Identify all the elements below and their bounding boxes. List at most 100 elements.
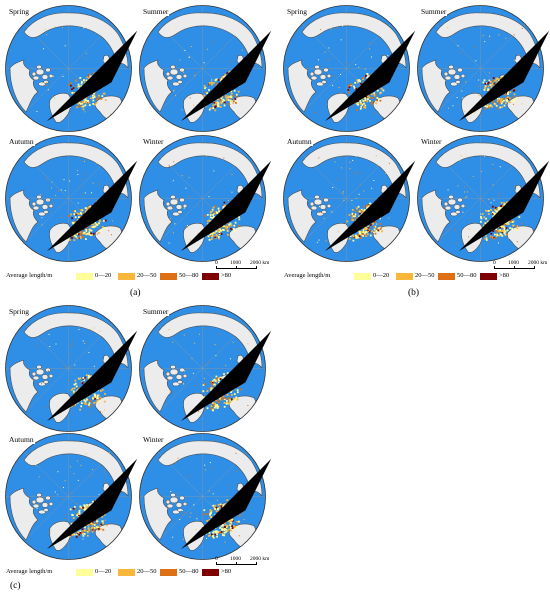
track-cell xyxy=(364,104,367,107)
track-cell xyxy=(212,388,214,390)
track-cell xyxy=(35,325,37,327)
track-cell xyxy=(215,530,217,533)
panel-b: Spring Summer Autumn Winter Average leng… xyxy=(282,4,550,302)
track-cell xyxy=(379,92,381,95)
track-cell xyxy=(91,520,94,523)
track-cell xyxy=(211,83,213,86)
legend-swatch xyxy=(354,273,371,280)
legend-title: Average length/m xyxy=(284,272,331,279)
track-cell xyxy=(104,481,106,483)
track-cell xyxy=(220,229,222,232)
track-cell xyxy=(474,111,476,113)
track-cell xyxy=(512,95,515,98)
track-cell xyxy=(70,84,72,87)
track-cell xyxy=(315,217,317,219)
track-cell xyxy=(225,95,227,97)
track-cell xyxy=(482,95,484,97)
track-cell xyxy=(483,216,486,219)
track-cell xyxy=(325,240,327,242)
track-cell xyxy=(209,509,212,511)
track-cell xyxy=(509,91,512,94)
track-cell xyxy=(92,94,94,97)
track-cell xyxy=(496,81,499,83)
track-cell xyxy=(57,191,59,193)
track-cell xyxy=(76,531,79,534)
track-cell xyxy=(73,404,76,407)
track-cell xyxy=(99,330,101,332)
track-cell xyxy=(217,507,220,510)
track-cell xyxy=(168,165,170,167)
track-cell xyxy=(454,229,456,231)
track-cell xyxy=(77,103,80,105)
track-cell xyxy=(247,343,249,345)
track-cell xyxy=(183,207,185,209)
track-cell xyxy=(92,232,95,235)
track-cell xyxy=(219,527,222,529)
track-cell xyxy=(490,202,492,204)
track-cell xyxy=(221,529,224,531)
track-cell xyxy=(489,84,492,86)
track-cell xyxy=(513,93,516,96)
track-cell xyxy=(356,103,358,105)
track-cell xyxy=(331,211,333,213)
land xyxy=(166,75,174,81)
track-cell xyxy=(100,390,102,392)
track-cell xyxy=(226,394,229,396)
track-cell xyxy=(84,401,87,404)
track-cell xyxy=(168,242,170,244)
track-cell xyxy=(358,79,361,81)
track-cell xyxy=(96,98,99,101)
north-arrow-icon xyxy=(168,305,272,422)
track-cell xyxy=(79,77,82,79)
track-cell xyxy=(488,72,490,74)
track-cell xyxy=(232,102,234,104)
track-cell xyxy=(225,401,228,404)
track-cell xyxy=(356,109,358,111)
track-cell xyxy=(319,206,320,208)
track-cell xyxy=(225,364,227,366)
track-cell xyxy=(86,534,89,537)
track-cell xyxy=(230,224,233,227)
track-cell xyxy=(73,210,75,212)
track-cell xyxy=(514,98,516,100)
track-cell xyxy=(72,517,75,519)
track-cell xyxy=(88,352,90,353)
track-cell xyxy=(215,78,217,81)
track-cell xyxy=(213,378,216,381)
land xyxy=(9,359,39,413)
track-cell xyxy=(482,225,485,227)
land xyxy=(9,59,39,113)
track-cell xyxy=(64,480,66,482)
track-cell xyxy=(104,99,107,101)
track-cell xyxy=(214,402,216,405)
track-cell xyxy=(87,527,90,530)
track-cell xyxy=(235,527,238,529)
track-cell xyxy=(496,97,499,100)
track-cell xyxy=(86,76,89,79)
track-cell xyxy=(503,227,506,229)
track-cell xyxy=(217,79,220,81)
track-cell xyxy=(496,235,498,237)
track-cell xyxy=(88,377,90,380)
track-cell xyxy=(500,102,503,105)
track-cell xyxy=(84,82,86,84)
track-cell xyxy=(72,235,75,238)
track-cell xyxy=(456,97,458,98)
track-cell xyxy=(80,233,83,235)
land xyxy=(45,367,51,373)
track-cell xyxy=(215,233,218,236)
track-cell xyxy=(464,186,465,188)
track-cell xyxy=(212,401,215,404)
track-cell xyxy=(506,92,508,95)
legend-label: >80 xyxy=(499,272,510,279)
land xyxy=(443,71,449,77)
track-cell xyxy=(206,538,207,539)
track-cell xyxy=(63,179,65,181)
land xyxy=(31,371,37,377)
track-cell xyxy=(89,475,91,477)
track-cell xyxy=(464,191,465,193)
track-cell xyxy=(359,211,361,214)
track-cell xyxy=(369,48,371,50)
track-cell xyxy=(208,239,211,241)
track-cell xyxy=(359,232,361,235)
